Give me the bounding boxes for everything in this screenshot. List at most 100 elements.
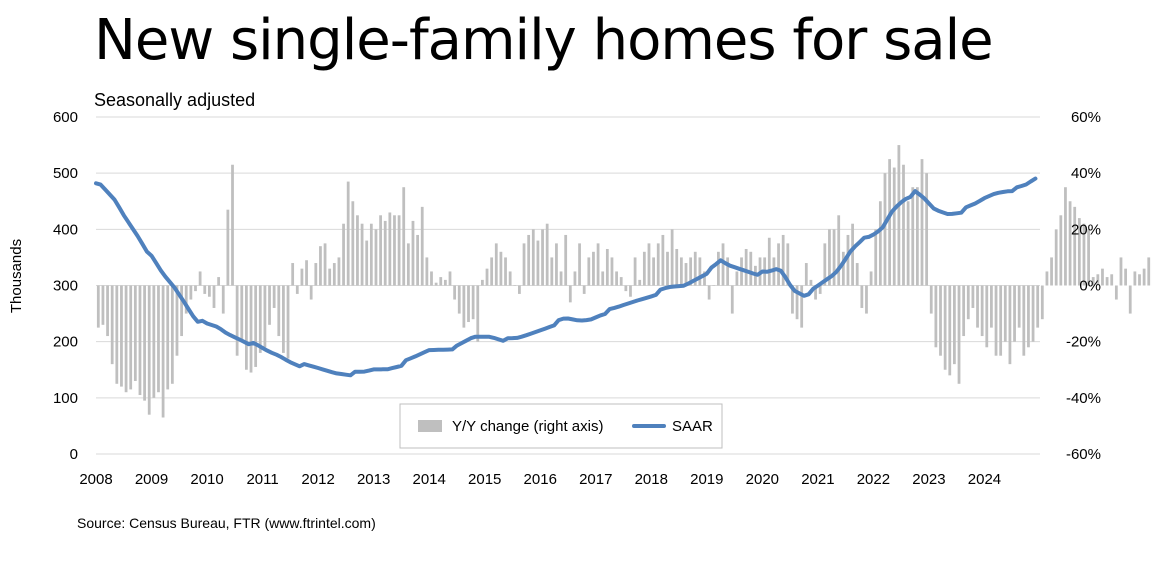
yoy-bar xyxy=(582,285,586,294)
legend: Y/Y change (right axis) SAAR xyxy=(399,403,723,449)
yoy-bar xyxy=(272,285,276,308)
yoy-bar xyxy=(434,282,438,286)
yoy-bar xyxy=(508,271,512,286)
yoy-bar xyxy=(194,285,197,292)
yoy-bar xyxy=(1031,285,1035,342)
yoy-bar xyxy=(1124,268,1127,286)
yoy-bar xyxy=(883,173,887,286)
yoy-bar xyxy=(629,285,632,297)
yoy-bar xyxy=(800,285,804,328)
yoy-bar xyxy=(1114,285,1118,300)
yoy-bar xyxy=(786,243,790,286)
x-tick-label: 2011 xyxy=(246,471,278,488)
yoy-bar xyxy=(642,251,646,286)
yoy-bar xyxy=(96,285,100,328)
yoy-bar xyxy=(684,263,688,286)
yoy-bar xyxy=(573,271,577,286)
yoy-bar xyxy=(555,243,558,286)
yoy-bar xyxy=(504,257,507,286)
chart-title: New single-family homes for sale xyxy=(94,8,994,73)
yoy-bar xyxy=(101,285,105,325)
yoy-bar xyxy=(226,209,230,286)
yoy-bar xyxy=(915,187,919,286)
yoy-bar xyxy=(268,285,271,325)
yoy-bar xyxy=(541,229,544,286)
yoy-bar xyxy=(1096,274,1100,286)
yoy-bar xyxy=(638,279,642,286)
yoy-bar xyxy=(369,223,373,286)
yoy-bar xyxy=(337,257,341,286)
yoy-bar xyxy=(1091,277,1095,286)
right-tick-label: -20% xyxy=(1066,334,1101,351)
yoy-bar xyxy=(735,271,739,286)
yoy-bar xyxy=(161,285,165,418)
yoy-bar xyxy=(749,251,753,286)
yoy-bar xyxy=(314,263,318,286)
yoy-bar xyxy=(828,229,831,286)
yoy-bar xyxy=(207,285,211,297)
yoy-bar xyxy=(1040,285,1044,320)
yoy-bar xyxy=(360,223,364,286)
legend-bar-swatch xyxy=(418,420,442,432)
yoy-bar xyxy=(777,243,780,286)
yoy-bar xyxy=(323,243,327,286)
yoy-bar xyxy=(939,285,942,356)
yoy-bar xyxy=(402,187,406,286)
yoy-bar xyxy=(897,145,901,286)
yoy-bar xyxy=(767,237,771,286)
yoy-bar xyxy=(129,285,133,390)
x-tick-label: 2009 xyxy=(135,471,168,488)
yoy-bar xyxy=(1087,229,1090,286)
yoy-bar xyxy=(971,285,975,308)
right-tick-label: 0% xyxy=(1079,278,1101,295)
yoy-bar xyxy=(388,212,392,286)
legend-line-label: SAAR xyxy=(672,418,713,435)
yoy-bar xyxy=(624,285,628,292)
yoy-bar xyxy=(513,285,517,286)
yoy-bar xyxy=(286,285,290,359)
yoy-bar xyxy=(133,285,137,381)
yoy-bar xyxy=(962,285,966,337)
legend-bar-label: Y/Y change (right axis) xyxy=(452,418,603,435)
yoy-bar xyxy=(184,285,188,314)
yoy-bar xyxy=(457,285,461,314)
yoy-bar xyxy=(985,285,989,348)
yoy-bar xyxy=(221,285,225,314)
yoy-bar xyxy=(411,220,415,286)
yoy-bar xyxy=(966,285,970,320)
right-tick-label: 60% xyxy=(1071,109,1101,126)
yoy-bar xyxy=(1045,271,1049,286)
yoy-bar xyxy=(601,271,605,286)
yoy-bar xyxy=(902,164,905,286)
yoy-bar xyxy=(730,285,734,314)
yoy-bar xyxy=(115,285,119,384)
yoy-bar xyxy=(217,277,221,286)
x-tick-label: 2012 xyxy=(301,471,334,488)
yoy-bar xyxy=(670,229,674,286)
yoy-bar xyxy=(351,201,355,286)
yoy-bar xyxy=(1138,274,1141,286)
yoy-bar xyxy=(231,164,234,286)
yoy-bar xyxy=(467,285,470,323)
yoy-bar xyxy=(1128,285,1132,314)
yoy-bar xyxy=(841,251,845,286)
yoy-bar xyxy=(615,271,618,286)
yoy-bar xyxy=(379,215,382,286)
yoy-bar xyxy=(652,257,655,286)
yoy-bar xyxy=(254,285,258,367)
left-tick-label: 200 xyxy=(53,334,78,351)
yoy-bar xyxy=(1036,285,1040,328)
yoy-bar xyxy=(855,263,859,286)
saar-series-line xyxy=(94,176,1038,378)
x-tick-label: 2019 xyxy=(690,471,723,488)
yoy-bar xyxy=(980,285,984,337)
yoy-bar xyxy=(277,285,281,337)
yoy-bar xyxy=(147,285,151,415)
yoy-bar xyxy=(170,285,174,384)
x-tick-label: 2018 xyxy=(635,471,668,488)
yoy-bar xyxy=(633,257,637,286)
yoy-bar xyxy=(550,257,554,286)
yoy-bar xyxy=(374,229,378,286)
yoy-bar xyxy=(707,285,711,300)
